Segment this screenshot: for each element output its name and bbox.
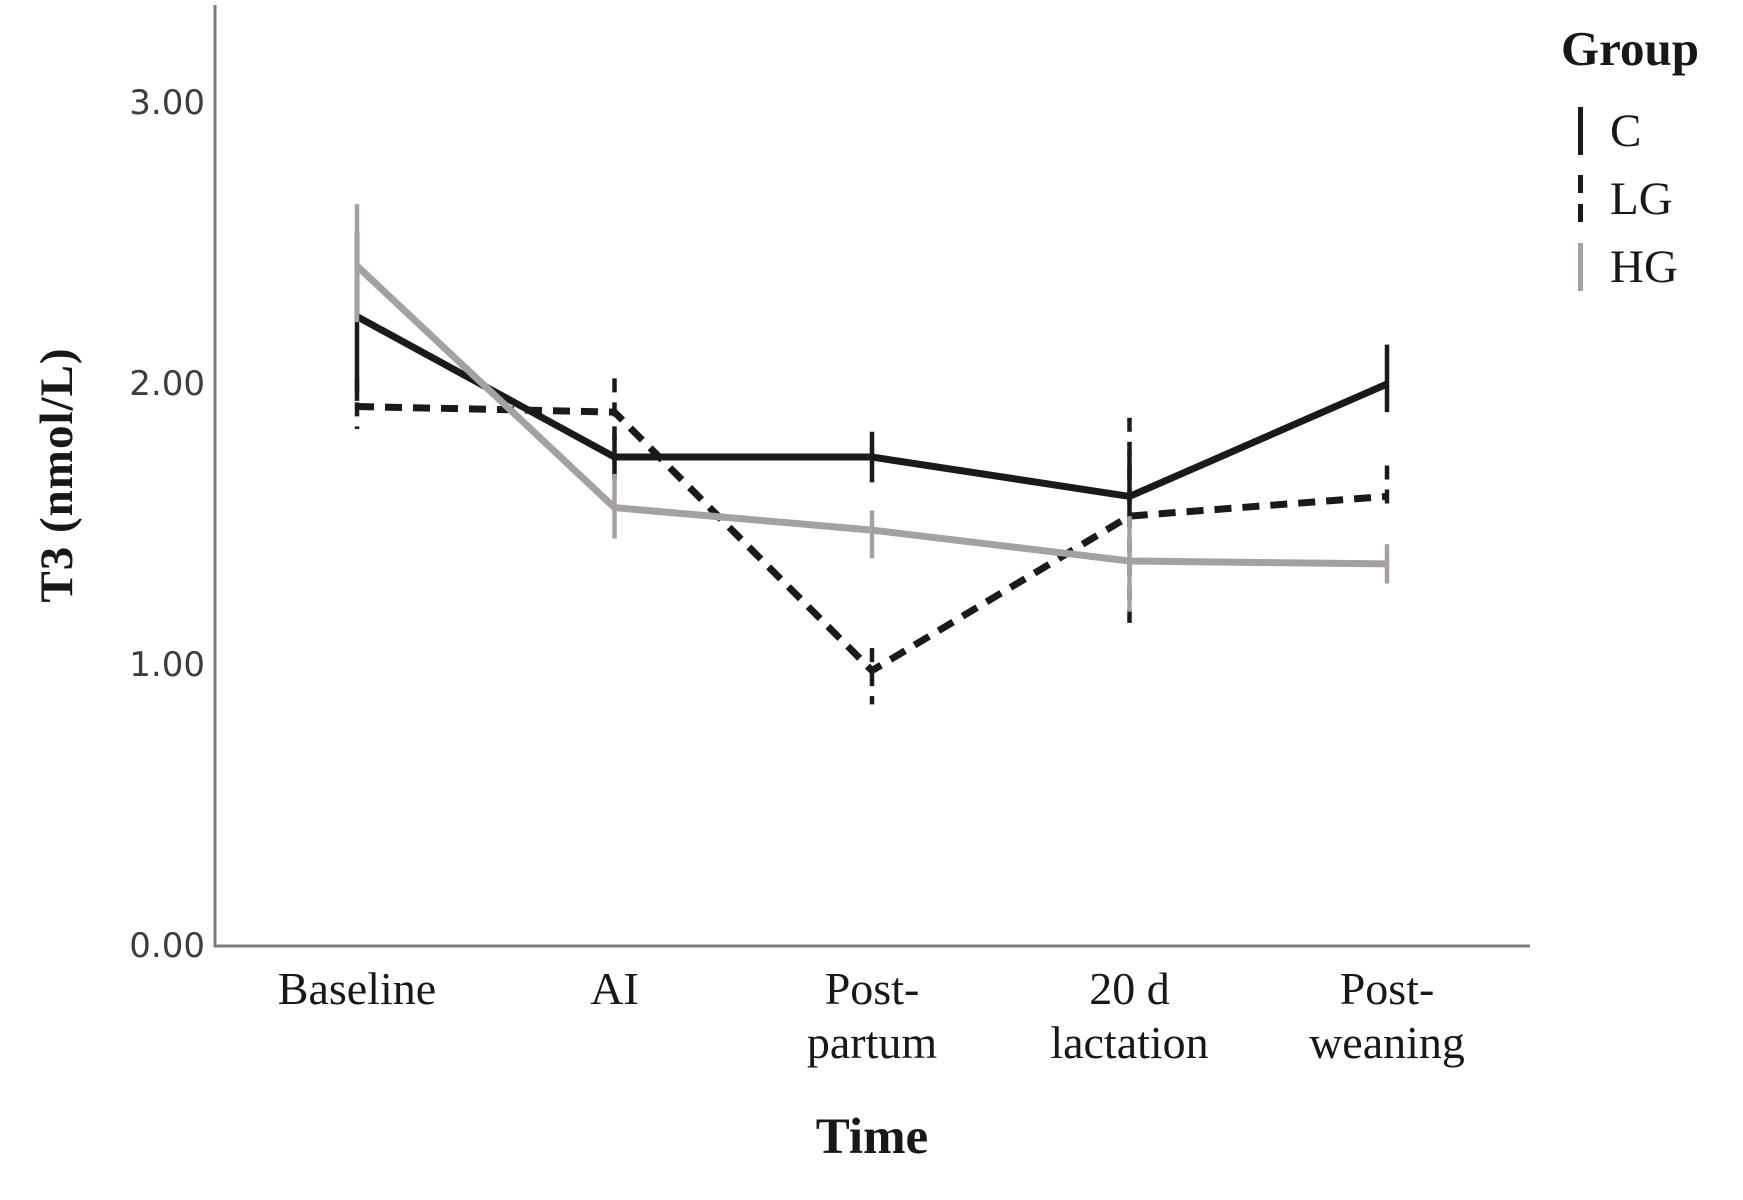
x-axis-title: Time: [815, 1109, 929, 1165]
x-tick-label-Post-weaning: Post-weaning: [1237, 962, 1537, 1071]
legend-marker-HG-solid-line: [1578, 243, 1583, 291]
y-tick-label-3.00: 3.00: [129, 83, 205, 123]
legend-title: Group: [1561, 21, 1699, 76]
x-tick-line: lactation: [1050, 1017, 1209, 1069]
x-tick-label-AI: AI: [465, 962, 765, 1016]
x-tick-line: Baseline: [277, 963, 437, 1014]
x-tick-line: weaning: [1309, 1017, 1465, 1069]
y-tick-label-0.00: 0.00: [129, 926, 205, 966]
x-tick-label-20 d lactation: 20 d lactation: [980, 962, 1280, 1071]
axis-frame: [213, 5, 1530, 948]
series-line-HG: [354, 263, 1388, 568]
x-tick-line: partum: [806, 1017, 938, 1069]
y-tick-label-1.00: 1.00: [129, 645, 205, 685]
series-line-LG: [356, 402, 1388, 676]
legend-label-C: C: [1610, 105, 1642, 157]
legend-label-HG: HG: [1610, 241, 1678, 293]
x-tick-line: Post-: [1339, 963, 1435, 1014]
x-tick-label-Baseline: Baseline: [207, 962, 507, 1016]
legend-marker-LG-dashed-line: [1578, 175, 1583, 223]
legend-label-LG: LG: [1610, 173, 1673, 225]
x-tick-label-Post-partum: Post-partum: [722, 962, 1022, 1071]
x-tick-line: Post-: [824, 963, 920, 1014]
x-tick-line: 20 d: [1089, 963, 1170, 1014]
x-tick-line: AI: [590, 963, 639, 1014]
legend-marker-C-solid-line: [1578, 107, 1583, 155]
y-tick-label-2.00: 2.00: [129, 364, 205, 404]
